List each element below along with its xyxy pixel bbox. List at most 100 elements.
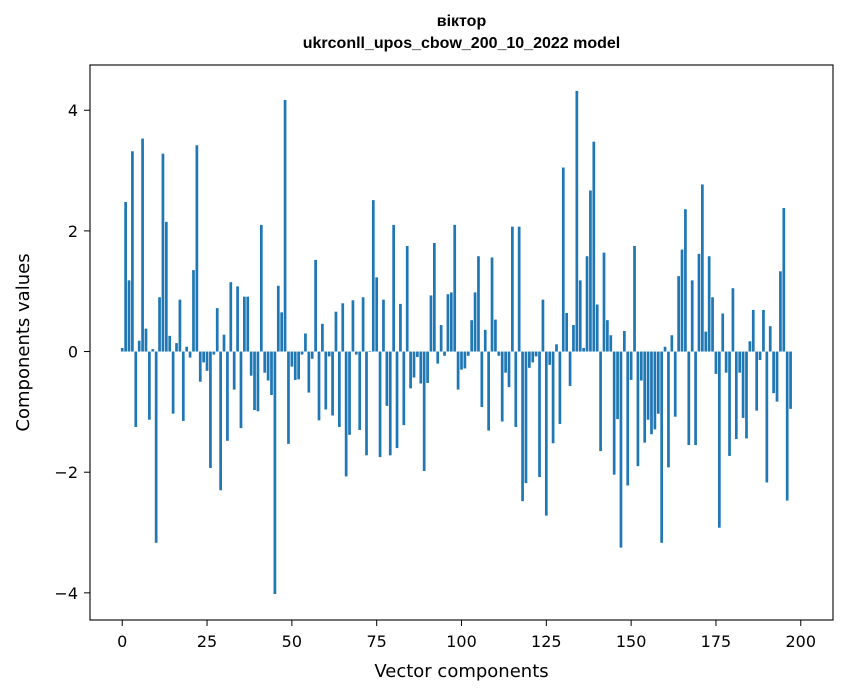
- bar: [507, 351, 511, 388]
- bar: [446, 294, 450, 352]
- plot-frame: [89, 64, 834, 621]
- bar: [226, 351, 229, 441]
- bar: [175, 343, 178, 352]
- bar: [426, 351, 429, 383]
- bar: [494, 319, 497, 352]
- bar: [568, 351, 572, 386]
- bar: [572, 325, 575, 352]
- bar: [622, 331, 626, 352]
- bar: [422, 351, 426, 471]
- bar: [127, 280, 131, 352]
- bar: [663, 346, 667, 352]
- bar: [256, 351, 260, 412]
- bar: [779, 271, 782, 352]
- bar: [646, 351, 650, 420]
- bar: [585, 256, 589, 352]
- bar: [164, 221, 168, 352]
- bar: [555, 344, 558, 352]
- bar: [456, 351, 460, 390]
- bar: [768, 326, 772, 352]
- bar: [609, 335, 613, 352]
- bar: [317, 351, 321, 421]
- bar: [405, 245, 409, 352]
- bar: [307, 351, 311, 393]
- bar: [765, 351, 769, 483]
- bar: [402, 351, 406, 426]
- bar: [565, 312, 569, 352]
- bar: [548, 351, 552, 365]
- x-tick-label: 100: [446, 632, 477, 651]
- bar: [439, 325, 443, 352]
- y-tick-label: 4: [68, 101, 78, 120]
- bar: [677, 276, 680, 352]
- x-tick-label: 75: [367, 632, 387, 651]
- bar: [310, 351, 314, 359]
- bar: [185, 346, 189, 352]
- bar: [514, 351, 518, 427]
- bar: [293, 351, 297, 380]
- bar: [477, 256, 480, 352]
- bar: [497, 351, 501, 356]
- bar: [741, 351, 745, 418]
- x-tick-label: 50: [282, 632, 302, 651]
- bar: [701, 184, 704, 352]
- bar: [785, 351, 789, 501]
- y-tick-label: 2: [68, 222, 78, 241]
- bar: [612, 351, 616, 475]
- bar: [697, 253, 701, 352]
- bar: [602, 252, 606, 352]
- bar: [673, 351, 677, 417]
- bar: [236, 286, 239, 352]
- bar: [745, 351, 748, 439]
- bar: [504, 351, 507, 373]
- bar: [789, 351, 792, 409]
- bar: [782, 207, 786, 352]
- chart-title: віктор: [436, 13, 487, 30]
- bar: [361, 297, 365, 352]
- bar: [772, 351, 775, 394]
- bar: [399, 303, 402, 352]
- bar: [212, 351, 216, 355]
- x-tick-label: 0: [117, 632, 127, 651]
- bar: [707, 256, 711, 352]
- bar: [551, 351, 555, 444]
- bars-group: [120, 90, 792, 595]
- bar: [161, 153, 165, 352]
- x-tick-label: 25: [197, 632, 217, 651]
- x-tick-label: 150: [616, 632, 647, 651]
- bar: [358, 351, 362, 430]
- bar: [653, 351, 657, 430]
- bar: [219, 351, 222, 491]
- bar: [416, 351, 419, 357]
- bar: [595, 304, 599, 352]
- bar: [561, 167, 565, 352]
- bar: [511, 226, 514, 352]
- bar: [490, 257, 494, 352]
- bar: [470, 320, 474, 352]
- bar: [694, 351, 697, 446]
- bar: [531, 351, 535, 363]
- y-axis-ticks: −4 −2 0 2 4: [54, 101, 90, 603]
- bar: [466, 351, 470, 356]
- chart-subtitle: ukrconll_upos_cbow_200_10_2022 model: [302, 35, 621, 52]
- bar: [717, 351, 721, 528]
- bar: [388, 351, 392, 456]
- bar: [436, 351, 440, 364]
- x-tick-label: 175: [701, 632, 732, 651]
- bar: [517, 226, 521, 352]
- bar: [151, 349, 155, 352]
- bar: [243, 296, 246, 352]
- bar: [148, 351, 151, 420]
- bar: [453, 224, 457, 352]
- bar: [728, 351, 731, 456]
- x-tick-label: 125: [531, 632, 562, 651]
- bar: [222, 334, 226, 352]
- bar: [181, 351, 185, 421]
- bar: [287, 351, 290, 444]
- bar: [371, 200, 375, 352]
- bar: [273, 351, 277, 595]
- bar: [270, 351, 273, 395]
- bar: [290, 351, 294, 367]
- bar: [327, 351, 331, 357]
